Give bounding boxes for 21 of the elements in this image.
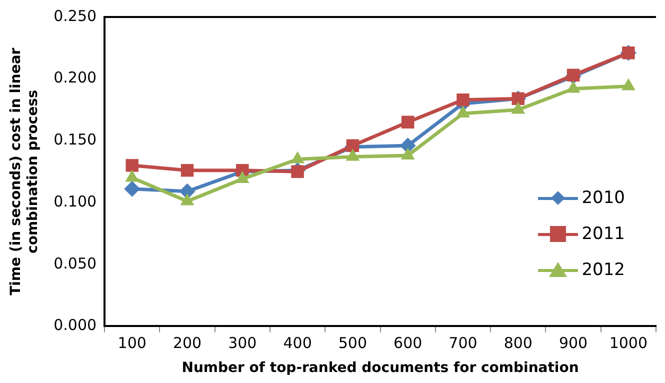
x-tick-label: 1000 [609,334,648,352]
x-tick-label: 200 [172,334,202,352]
x-tick-label: 700 [448,334,478,352]
legend-label: 2012 [582,260,625,280]
x-axis-title: Number of top-ranked documents for combination [182,360,579,376]
y-tick-label: 0.000 [54,316,97,334]
y-tick-label: 0.100 [54,192,97,210]
y-tick-label: 0.050 [54,254,97,272]
y-tick-label: 0.250 [54,6,97,25]
y-tick-label: 0.150 [54,130,97,149]
x-tick-label: 100 [118,334,146,352]
y-tick-label: 0.200 [54,68,97,87]
x-tick-label: 800 [504,334,532,352]
x-tick-label: 900 [558,334,588,352]
x-tick-label: 600 [394,334,422,352]
legend-label: 2010 [582,188,625,208]
legend-label: 2011 [582,224,625,244]
x-tick-label: 400 [283,334,312,352]
x-tick-label: 300 [228,334,257,352]
x-tick-label: 500 [338,334,368,352]
y-axis-title: Time (in seconds) cost in linear combination process [8,48,41,296]
